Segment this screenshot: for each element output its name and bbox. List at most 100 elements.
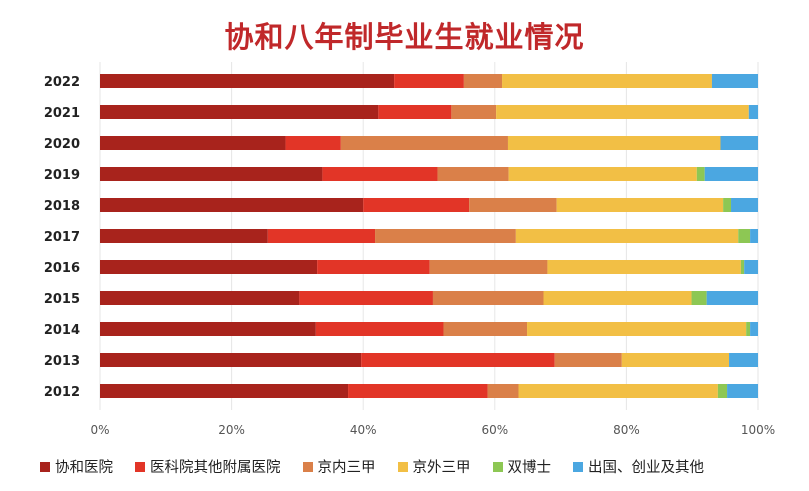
legend-item: 协和医院	[40, 456, 113, 477]
bar-segment	[727, 384, 758, 398]
bar-segment	[100, 260, 318, 274]
y-category-label: 2022	[44, 75, 80, 90]
bar-segment	[696, 167, 705, 181]
bar-segment	[375, 229, 516, 243]
bar-segment	[518, 384, 718, 398]
bar-segment	[432, 291, 544, 305]
legend-item: 京内三甲	[302, 456, 376, 477]
bar-segment	[100, 198, 364, 212]
legend-swatch	[573, 461, 583, 472]
chart-title: 协和八年制毕业生就业情况	[224, 20, 585, 54]
y-category-label: 2014	[44, 323, 80, 338]
bar-segment	[748, 105, 758, 119]
x-tick-label: 20%	[218, 423, 245, 437]
bar-segment	[437, 167, 509, 181]
y-category-label: 2012	[44, 385, 80, 400]
bar-segment	[740, 260, 745, 274]
legend: 协和医院 医科院其他附属医院 京内三甲 京外三甲 双博士 出国、创业及其他	[40, 456, 704, 477]
y-category-label: 2017	[44, 230, 80, 245]
bar-segment	[463, 74, 503, 88]
bar-segment	[100, 384, 349, 398]
legend-item: 双博士	[492, 456, 552, 477]
bar-segment	[348, 384, 488, 398]
bar-segment	[717, 384, 728, 398]
x-tick-label: 100%	[741, 423, 775, 437]
bar-segment	[100, 229, 268, 243]
legend-item: 京外三甲	[397, 456, 471, 477]
legend-swatch	[492, 461, 503, 472]
legend-label: 协和医院	[55, 460, 113, 476]
legend-label: 京内三甲	[317, 460, 376, 476]
bar-segment	[267, 229, 376, 243]
bar-segment	[100, 105, 379, 119]
bar-segment	[502, 74, 712, 88]
y-category-label: 2015	[44, 292, 80, 307]
bar-segment	[285, 136, 341, 150]
bar-segment	[100, 74, 395, 88]
bar-segment	[746, 322, 751, 336]
legend-swatch	[135, 461, 145, 472]
legend-swatch	[397, 461, 408, 472]
bar-segment	[100, 353, 362, 367]
bar-segment	[429, 260, 548, 274]
bar-segment	[706, 291, 758, 305]
y-category-label: 2016	[44, 261, 80, 276]
legend-swatch	[302, 461, 313, 472]
bar-segment	[515, 229, 739, 243]
bar-segment	[720, 136, 758, 150]
legend-item: 出国、创业及其他	[573, 456, 704, 477]
bar-segment	[750, 229, 758, 243]
bar-segment	[100, 291, 300, 305]
bar-segment	[543, 291, 692, 305]
legend-label: 京外三甲	[412, 460, 471, 476]
bar-segment	[711, 74, 758, 88]
bar-segment	[547, 260, 741, 274]
legend-label: 出国、创业及其他	[588, 460, 704, 476]
bar-segment	[100, 136, 286, 150]
bar-segment	[361, 353, 555, 367]
legend-swatch	[40, 461, 50, 472]
bar-segment	[738, 229, 751, 243]
bar-segment	[507, 136, 721, 150]
bar-segment	[469, 198, 557, 212]
bar-segment	[100, 322, 316, 336]
bar-segment	[508, 167, 697, 181]
bar-segment	[554, 353, 622, 367]
y-category-label: 2013	[44, 354, 80, 369]
bar-segment	[100, 167, 323, 181]
bar-segment	[317, 260, 430, 274]
bar-segment	[443, 322, 528, 336]
bar-segment	[487, 384, 519, 398]
bar-segment	[744, 260, 758, 274]
bar-segment	[363, 198, 470, 212]
bar-segment	[378, 105, 452, 119]
bar-segment	[621, 353, 730, 367]
bar-segment	[394, 74, 464, 88]
bar-segment	[496, 105, 749, 119]
bar-segment	[704, 167, 758, 181]
bar-segment	[731, 198, 758, 212]
bar-segment	[556, 198, 724, 212]
y-category-label: 2018	[44, 199, 80, 214]
x-tick-label: 80%	[613, 423, 640, 437]
y-category-label: 2021	[44, 106, 80, 121]
bar-segment	[729, 353, 758, 367]
bar-segment	[299, 291, 433, 305]
bar-segment	[691, 291, 707, 305]
y-category-label: 2020	[44, 137, 80, 152]
bar-segment	[322, 167, 438, 181]
bar-segment	[451, 105, 497, 119]
bar-segment	[750, 322, 758, 336]
x-tick-label: 0%	[90, 423, 109, 437]
legend-item: 医科院其他附属医院	[135, 456, 281, 477]
x-tick-label: 40%	[350, 423, 377, 437]
legend-label: 双博士	[507, 460, 552, 476]
legend-label: 医科院其他附属医院	[150, 460, 281, 476]
y-category-label: 2019	[44, 168, 80, 183]
bar-segment	[340, 136, 508, 150]
bar-segment	[527, 322, 747, 336]
bar-segment	[315, 322, 444, 336]
bar-segment	[723, 198, 732, 212]
